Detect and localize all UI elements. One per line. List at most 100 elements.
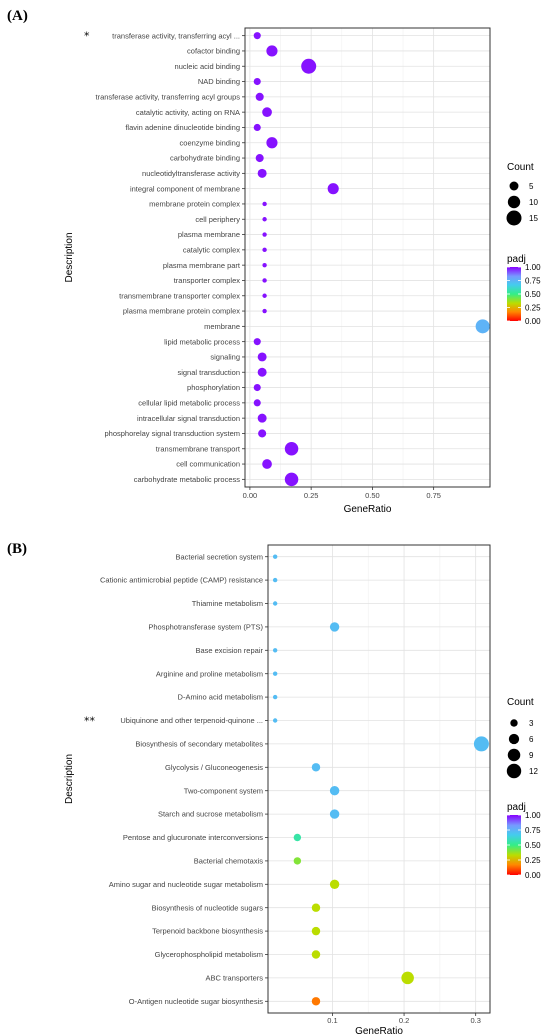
data-point <box>293 833 302 842</box>
y-tick-label: plasma membrane <box>178 230 240 239</box>
y-tick-label: integral component of membrane <box>130 184 240 193</box>
padj-legend-title: padj <box>507 802 526 813</box>
y-tick-label: plasma membrane part <box>163 261 241 270</box>
y-tick-label: phosphorelay signal transduction system <box>105 429 241 438</box>
data-point <box>262 278 267 283</box>
y-tick-label: transmembrane transporter complex <box>119 291 240 300</box>
count-legend-label: 5 <box>529 182 534 191</box>
data-point <box>262 107 272 118</box>
data-point <box>262 232 267 237</box>
plot-background <box>268 545 490 1013</box>
plot-border <box>244 27 491 488</box>
data-point <box>401 971 414 985</box>
y-tick-label: signal transduction <box>177 368 240 377</box>
plot-border <box>267 544 491 1014</box>
padj-tick-label: 0.25 <box>525 304 541 313</box>
data-point <box>255 154 264 163</box>
y-tick-label: Base excision repair <box>195 646 263 655</box>
y-tick-label: Starch and sucrose metabolism <box>158 810 263 819</box>
y-tick-label: cell periphery <box>195 215 240 224</box>
padj-tick-label: 0.00 <box>525 871 541 880</box>
count-legend-label: 6 <box>529 735 534 744</box>
data-point <box>262 308 267 314</box>
data-point <box>473 736 489 752</box>
data-point <box>257 367 267 377</box>
data-point <box>475 319 490 334</box>
y-tick-label: ABC transporters <box>205 974 263 983</box>
padj-tick-label: 0.75 <box>525 277 541 286</box>
y-tick-label: coenzyme binding <box>180 138 240 147</box>
y-tick-label: NAD binding <box>198 77 240 86</box>
y-tick-label: Bacterial chemotaxis <box>194 857 263 866</box>
y-tick-label: Cationic antimicrobial peptide (CAMP) re… <box>100 576 263 585</box>
data-point <box>329 785 340 796</box>
count-legend-dot <box>507 195 521 209</box>
panel-label: (B) <box>7 541 27 557</box>
x-tick-label: 0.50 <box>365 491 380 500</box>
padj-tick-label: 0.50 <box>525 841 541 850</box>
count-legend-title: Count <box>507 162 534 173</box>
count-legend-dot <box>510 719 518 727</box>
count-legend-dot <box>506 210 522 226</box>
y-tick-label: catalytic activity, acting on RNA <box>136 108 240 117</box>
count-legend-dot <box>508 733 520 745</box>
plot-background <box>245 28 490 487</box>
y-tick-label: nucleic acid binding <box>175 62 240 71</box>
data-point <box>253 32 261 40</box>
y-tick-label: phosphorylation <box>187 383 240 392</box>
data-point <box>255 92 264 101</box>
y-tick-label: carbohydrate binding <box>170 154 240 163</box>
padj-tick-label: 0.50 <box>525 290 541 299</box>
x-tick-label: 0.1 <box>327 1016 337 1025</box>
y-tick-label: Phosphotransferase system (PTS) <box>148 623 263 632</box>
y-tick-label: signaling <box>210 353 240 362</box>
y-tick-label: transferase activity, transferring acyl … <box>95 92 240 101</box>
count-legend-dot <box>507 748 521 762</box>
data-point <box>311 903 321 912</box>
padj-colorbar <box>507 267 521 321</box>
y-tick-label: Biosynthesis of nucleotide sugars <box>152 903 264 912</box>
data-point <box>262 262 267 268</box>
data-point <box>311 950 321 959</box>
y-tick-label: transmembrane transport <box>156 444 241 453</box>
data-point <box>311 926 321 936</box>
x-tick-label: 0.00 <box>243 491 258 500</box>
count-legend-label: 9 <box>529 751 534 760</box>
data-point <box>266 137 278 149</box>
padj-tick-label: 0.25 <box>525 856 541 865</box>
y-tick-label: catalytic complex <box>183 245 240 254</box>
data-point <box>272 554 278 559</box>
y-tick-label: carbohydrate metabolic process <box>134 475 241 484</box>
data-point <box>253 123 261 131</box>
y-tick-label: Bacterial secretion system <box>175 552 263 561</box>
padj-tick-label: 0.00 <box>525 317 541 326</box>
data-point <box>329 622 340 632</box>
data-point <box>257 168 267 178</box>
padj-tick-label: 1.00 <box>525 811 541 820</box>
data-point <box>257 352 267 362</box>
count-legend-dot <box>509 181 519 191</box>
count-legend-title: Count <box>507 697 534 708</box>
data-point <box>272 718 278 723</box>
y-tick-label: transferase activity, transferring acyl … <box>112 31 240 40</box>
y-tick-label: O-Antigen nucleotide sugar biosynthesis <box>129 997 263 1006</box>
panel-label: (A) <box>7 8 28 24</box>
data-point <box>253 399 261 407</box>
data-point <box>311 763 321 772</box>
y-tick-label: Terpenoid backbone biosynthesis <box>152 927 263 936</box>
x-tick-label: 0.25 <box>304 491 319 500</box>
data-point <box>272 671 278 676</box>
count-legend-dot <box>506 763 522 779</box>
count-legend-label: 3 <box>529 719 534 728</box>
data-point <box>262 293 267 298</box>
data-point <box>272 577 278 583</box>
y-tick-label: flavin adenine dinucleotide binding <box>125 123 240 132</box>
data-point <box>262 247 267 253</box>
y-tick-label: transporter complex <box>174 276 241 285</box>
data-point <box>272 601 278 606</box>
y-tick-label: Thiamine metabolism <box>192 599 263 608</box>
x-tick-label: 0.3 <box>470 1016 480 1025</box>
